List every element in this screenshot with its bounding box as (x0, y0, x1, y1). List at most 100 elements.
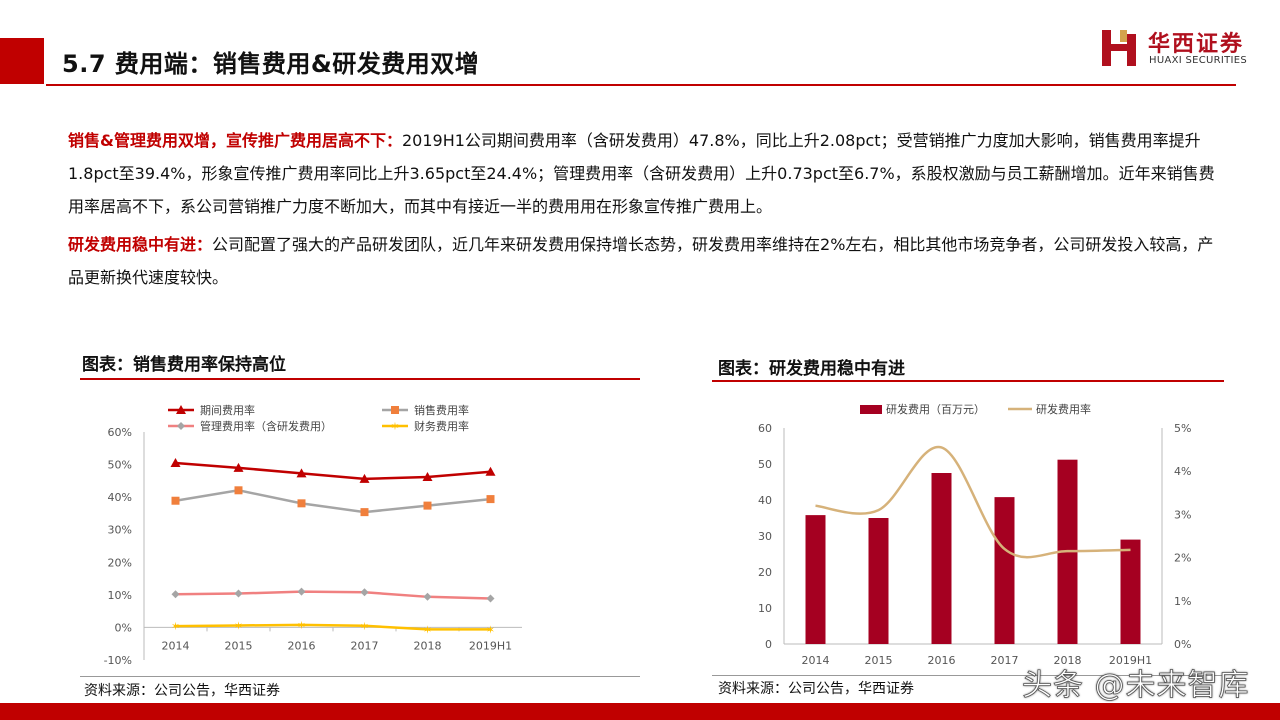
data-point (423, 501, 432, 510)
rd-bar (868, 518, 889, 644)
data-point: ✶ (297, 619, 306, 632)
data-point: ✶ (486, 623, 495, 636)
x-tick-label: 2018 (414, 639, 442, 652)
y-tick-label: 10 (758, 602, 772, 615)
data-point (171, 590, 180, 599)
huaxi-logo-icon (1102, 30, 1136, 66)
logo-text-cn: 华西证券 (1148, 32, 1245, 57)
data-point (359, 473, 370, 483)
y-tick-label: 40 (758, 494, 772, 507)
y-tick-label: 0% (115, 621, 132, 634)
data-point (297, 499, 306, 508)
y2-tick-label: 1% (1174, 595, 1191, 608)
right-chart-source: 资料来源：公司公告，华西证券 (718, 681, 914, 697)
series-line (175, 590, 491, 600)
y-tick-label: 30% (108, 524, 132, 537)
data-point (296, 468, 307, 478)
data-point (171, 496, 180, 505)
y-tick-label: 40% (108, 491, 132, 504)
rd-bar (1120, 539, 1141, 644)
legend-label: 销售费用率 (414, 403, 469, 417)
y-tick-label: -10% (104, 654, 132, 667)
left-chart-title-rule (80, 378, 640, 380)
x-tick-label: 2015 (225, 639, 253, 652)
data-point (170, 457, 181, 467)
x-tick-label: 2016 (928, 654, 956, 667)
legend-marker (176, 405, 186, 414)
legend-marker: ✶ (390, 420, 399, 433)
x-tick-label: 2018 (1054, 654, 1082, 667)
data-point (234, 589, 243, 598)
y2-tick-label: 4% (1174, 465, 1191, 478)
right-source-rule (712, 675, 1224, 676)
rd-bar (805, 515, 826, 644)
data-point (360, 508, 369, 517)
legend-label: 研发费用率 (1036, 402, 1091, 416)
y-tick-label: 30 (758, 530, 772, 543)
y-tick-label: 60 (758, 422, 772, 435)
y-tick-label: 60% (108, 426, 132, 439)
rd-bar (994, 497, 1015, 644)
legend-marker (177, 422, 185, 430)
rd-bar (931, 473, 952, 644)
x-tick-label: 2019H1 (469, 639, 512, 652)
x-tick-label: 2017 (351, 639, 379, 652)
legend-label: 期间费用率 (200, 403, 255, 417)
legend-label: 研发费用（百万元） (886, 402, 985, 416)
y2-tick-label: 5% (1174, 422, 1191, 435)
legend-label: 管理费用率（含研发费用） (200, 419, 332, 433)
data-point: ✶ (423, 623, 432, 636)
rd-expense-bar-chart: 研发费用（百万元） 研发费用率 0 10 20 30 40 50 60 0% 1% 2% 3% 4% 5% 2… (758, 402, 1191, 667)
data-point: ✶ (234, 619, 243, 632)
data-point (486, 495, 495, 504)
legend-swatch (860, 405, 882, 414)
x-tick-label: 2015 (865, 654, 893, 667)
series-line (175, 623, 491, 631)
y-tick-label: 20% (108, 556, 132, 569)
watermark-text: 头条 @未来智库 (1022, 668, 1250, 704)
y-tick-label: 50% (108, 459, 132, 472)
series-line (175, 461, 491, 481)
right-chart-title-rule (712, 380, 1224, 382)
y-tick-label: 0 (765, 638, 772, 651)
legend-label: 财务费用率 (414, 419, 469, 433)
y-tick-label: 10% (108, 589, 132, 602)
y-tick-label: 20 (758, 566, 772, 579)
title-divider (46, 84, 1236, 86)
data-point (485, 466, 496, 476)
legend-marker (391, 406, 399, 414)
paragraph-heading: 研发费用稳中有进： (68, 235, 213, 254)
data-point (234, 486, 243, 495)
left-chart-source: 资料来源：公司公告，华西证券 (84, 683, 280, 699)
series-line (175, 489, 491, 514)
x-tick-label: 2016 (288, 639, 316, 652)
paragraph-text: 2019H1公司期间费用率（含研发费用）47.8%，同比上升2.08pct；受营… (68, 131, 1215, 216)
paragraph-sales-admin: 销售&管理费用双增，宣传推广费用居高不下：2019H1公司期间费用率（含研发费用… (68, 124, 1228, 223)
y2-tick-label: 2% (1174, 552, 1191, 565)
y2-tick-label: 0% (1174, 638, 1191, 651)
x-tick-label: 2019H1 (1109, 654, 1152, 667)
y2-tick-label: 3% (1174, 508, 1191, 521)
paragraph-heading: 销售&管理费用双增，宣传推广费用居高不下： (68, 131, 402, 150)
title-accent-block (0, 38, 44, 84)
x-tick-label: 2014 (162, 639, 190, 652)
data-point (233, 462, 244, 472)
data-point: ✶ (360, 620, 369, 633)
footer-bar (0, 703, 1280, 720)
logo-text-en: HUAXI SECURITIES (1149, 55, 1248, 66)
data-point (486, 594, 495, 603)
data-point (360, 588, 369, 597)
y-tick-label: 50 (758, 458, 772, 471)
data-point (422, 471, 433, 481)
data-point: ✶ (171, 620, 180, 633)
right-chart-title: 图表：研发费用稳中有进 (718, 359, 905, 379)
x-tick-label: 2014 (802, 654, 830, 667)
paragraph-rd: 研发费用稳中有进：公司配置了强大的产品研发团队，近几年来研发费用保持增长态势，研… (68, 228, 1228, 294)
company-logo: 华西证券 HUAXI SECURITIES (1100, 26, 1270, 70)
data-point (297, 587, 306, 596)
data-point (423, 592, 432, 601)
x-tick-label: 2017 (991, 654, 1019, 667)
rd-rate-line (815, 445, 1131, 559)
paragraph-text: 公司配置了强大的产品研发团队，近几年来研发费用保持增长态势，研发费用率维持在2%… (68, 235, 1214, 287)
